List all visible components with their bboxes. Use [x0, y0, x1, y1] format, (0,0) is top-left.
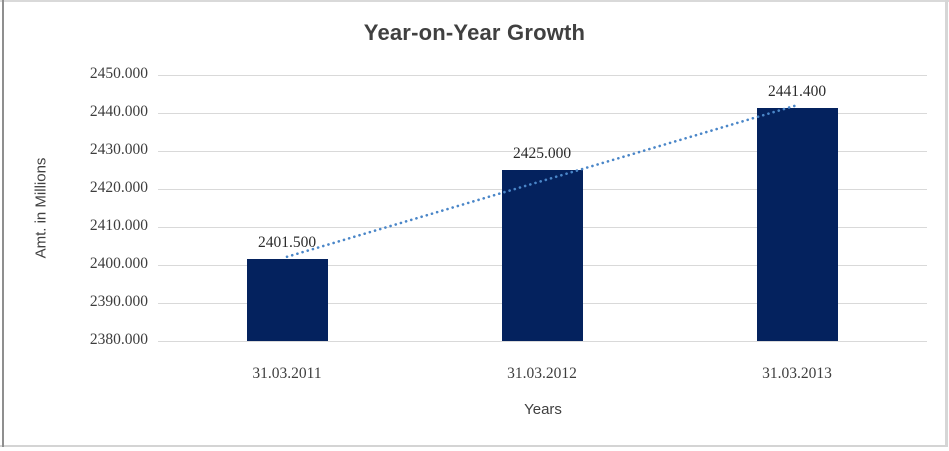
y-axis-tick-label: 2420.000	[89, 179, 148, 196]
y-axis-tick-label: 2400.000	[89, 255, 148, 272]
gridline	[158, 341, 927, 342]
y-axis-tick-label: 2450.000	[89, 65, 148, 82]
y-axis-tick-label: 2440.000	[89, 103, 148, 120]
x-axis-title: Years	[524, 401, 562, 418]
frame-right-border	[945, 0, 948, 447]
x-axis-tick-label: 31.03.2013	[762, 365, 832, 382]
bar	[501, 170, 583, 341]
bar-data-label: 2425.000	[512, 145, 572, 162]
y-axis-tick-label: 2390.000	[89, 293, 148, 310]
bar-data-label: 2441.400	[767, 82, 827, 100]
y-axis-tick-label: 2430.000	[89, 141, 148, 158]
bar-data-label: 2401.500	[257, 234, 317, 252]
bar	[756, 107, 838, 341]
y-axis-tick-label: 2410.000	[89, 217, 148, 234]
frame-left-border	[2, 0, 4, 447]
chart-title: Year-on-Year Growth	[363, 20, 586, 45]
x-axis-tick-label: 31.03.2012	[507, 365, 577, 382]
gridline	[158, 75, 927, 76]
frame-bottom-border	[0, 445, 948, 447]
bar	[246, 259, 328, 341]
frame-top-border	[0, 0, 949, 2]
y-axis-title: Amt. in Millions	[32, 157, 50, 259]
y-axis-tick-label: 2380.000	[89, 331, 148, 348]
x-axis-tick-label: 31.03.2011	[252, 365, 322, 382]
